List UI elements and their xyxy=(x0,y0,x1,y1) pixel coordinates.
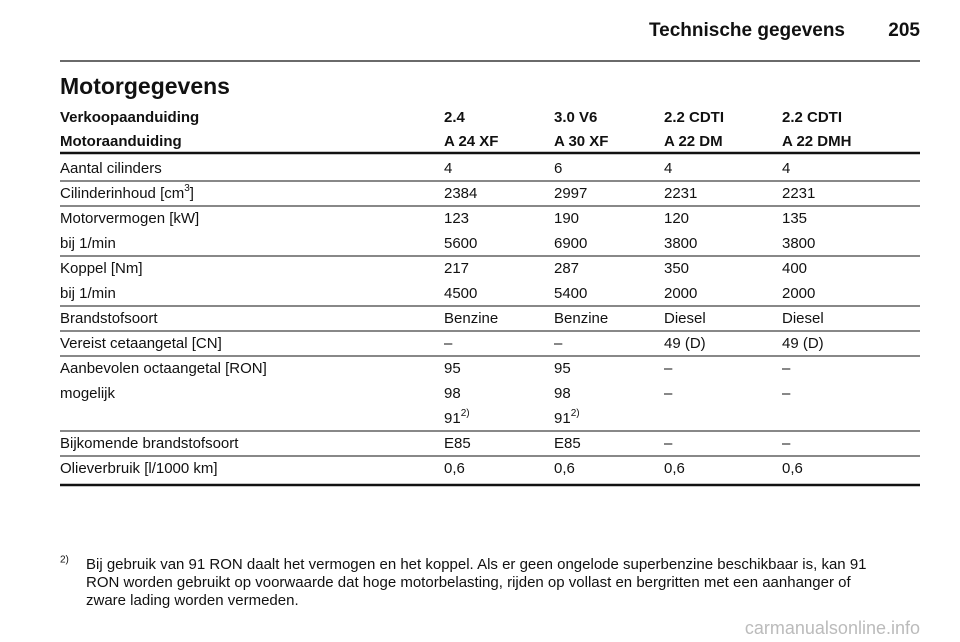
table-cell: 4500 xyxy=(444,285,477,302)
table-cell: – xyxy=(664,360,673,377)
table-cell: 190 xyxy=(554,210,579,227)
table-cell: 49 (D) xyxy=(782,335,824,352)
table-cell: A 30 XF xyxy=(554,133,608,150)
table-cell: 2997 xyxy=(554,185,587,202)
table-cell: 2231 xyxy=(664,185,697,202)
superscript: 3 xyxy=(184,183,190,194)
table-cell: 6 xyxy=(554,160,562,177)
table-cell: Diesel xyxy=(782,310,824,327)
table-cell: bij 1/min xyxy=(60,235,116,252)
table-cell: Benzine xyxy=(444,310,498,327)
table-cell: Benzine xyxy=(554,310,608,327)
cell-text: ] xyxy=(190,185,194,202)
table-cell: 3800 xyxy=(782,235,815,252)
table-cell: 98 xyxy=(444,385,461,402)
table-cell: A 22 DM xyxy=(664,133,723,150)
footnote-text: RON worden gebruikt op voorwaarde dat ho… xyxy=(86,574,851,591)
cell-text: 91 xyxy=(444,410,461,427)
table-cell: Diesel xyxy=(664,310,706,327)
table-cell: 95 xyxy=(444,360,461,377)
table-cell: 2231 xyxy=(782,185,815,202)
table-cell: 217 xyxy=(444,260,469,277)
table-cell: 2000 xyxy=(782,285,815,302)
table-cell: 98 xyxy=(554,385,571,402)
table-cell: A 22 DMH xyxy=(782,133,851,150)
table-cell: bij 1/min xyxy=(60,285,116,302)
table-cell: 2384 xyxy=(444,185,477,202)
table-cell: 3800 xyxy=(664,235,697,252)
table-cell: mogelijk xyxy=(60,385,116,402)
table-cell: Koppel [Nm] xyxy=(60,260,143,277)
table-cell: Aantal cilinders xyxy=(60,160,162,177)
header-title: Technische gegevens xyxy=(649,20,845,41)
table-cell: 400 xyxy=(782,260,807,277)
table-cell: Olieverbruik [l/1000 km] xyxy=(60,460,218,477)
table-cell: 0,6 xyxy=(664,460,685,477)
table-cell: 0,6 xyxy=(782,460,803,477)
table-cell: Brandstofsoort xyxy=(60,310,158,327)
table-cell: 4 xyxy=(444,160,452,177)
cell-text: 91 xyxy=(554,410,571,427)
table-cell: Aanbevolen octaangetal [RON] xyxy=(60,360,267,377)
table-cell: – xyxy=(554,335,563,352)
table-cell: – xyxy=(782,385,791,402)
table-cell: 6900 xyxy=(554,235,587,252)
page-number: 205 xyxy=(888,20,920,41)
table-cell: 49 (D) xyxy=(664,335,706,352)
table-cell: 120 xyxy=(664,210,689,227)
table-cell: 2.4 xyxy=(444,109,466,126)
footnote-marker: 2) xyxy=(60,555,69,566)
watermark: carmanualsonline.info xyxy=(745,618,920,638)
table-cell: 135 xyxy=(782,210,807,227)
table-cell: 3.0 V6 xyxy=(554,109,597,126)
section-title: Motorgegevens xyxy=(60,73,230,99)
table-cell: – xyxy=(782,360,791,377)
table-cell: Bijkomende brandstofsoort xyxy=(60,435,239,452)
table-cell: 0,6 xyxy=(444,460,465,477)
table-cell: 912) xyxy=(444,408,470,427)
superscript: 2) xyxy=(571,408,580,419)
table-cell: Verkoopaanduiding xyxy=(60,109,199,126)
table-cell: 4 xyxy=(782,160,790,177)
table-cell: Cilinderinhoud [cm3] xyxy=(60,183,194,202)
table-cell: 2.2 CDTI xyxy=(664,109,724,126)
table-cell: Vereist cetaangetal [CN] xyxy=(60,335,222,352)
table-cell: – xyxy=(664,385,673,402)
table-cell: 95 xyxy=(554,360,571,377)
table-cell: – xyxy=(782,435,791,452)
table-cell: 912) xyxy=(554,408,580,427)
table-cell: 2000 xyxy=(664,285,697,302)
table-cell: A 24 XF xyxy=(444,133,498,150)
table-cell: 2.2 CDTI xyxy=(782,109,842,126)
footnote-text: zware lading worden vermeden. xyxy=(86,592,299,609)
table-cell: 4 xyxy=(664,160,672,177)
table-cell: E85 xyxy=(554,435,581,452)
table-cell: 0,6 xyxy=(554,460,575,477)
table-cell: Motoraanduiding xyxy=(60,133,182,150)
table-cell: – xyxy=(444,335,453,352)
table-cell: 5600 xyxy=(444,235,477,252)
table-cell: 287 xyxy=(554,260,579,277)
table-cell: – xyxy=(664,435,673,452)
superscript: 2) xyxy=(461,408,470,419)
table-cell: E85 xyxy=(444,435,471,452)
table-cell: 123 xyxy=(444,210,469,227)
cell-text: Cilinderinhoud [cm xyxy=(60,185,184,202)
footnote-text: Bij gebruik van 91 RON daalt het vermoge… xyxy=(86,556,867,573)
table-cell: 350 xyxy=(664,260,689,277)
table-cell: 5400 xyxy=(554,285,587,302)
table-cell: Motorvermogen [kW] xyxy=(60,210,199,227)
